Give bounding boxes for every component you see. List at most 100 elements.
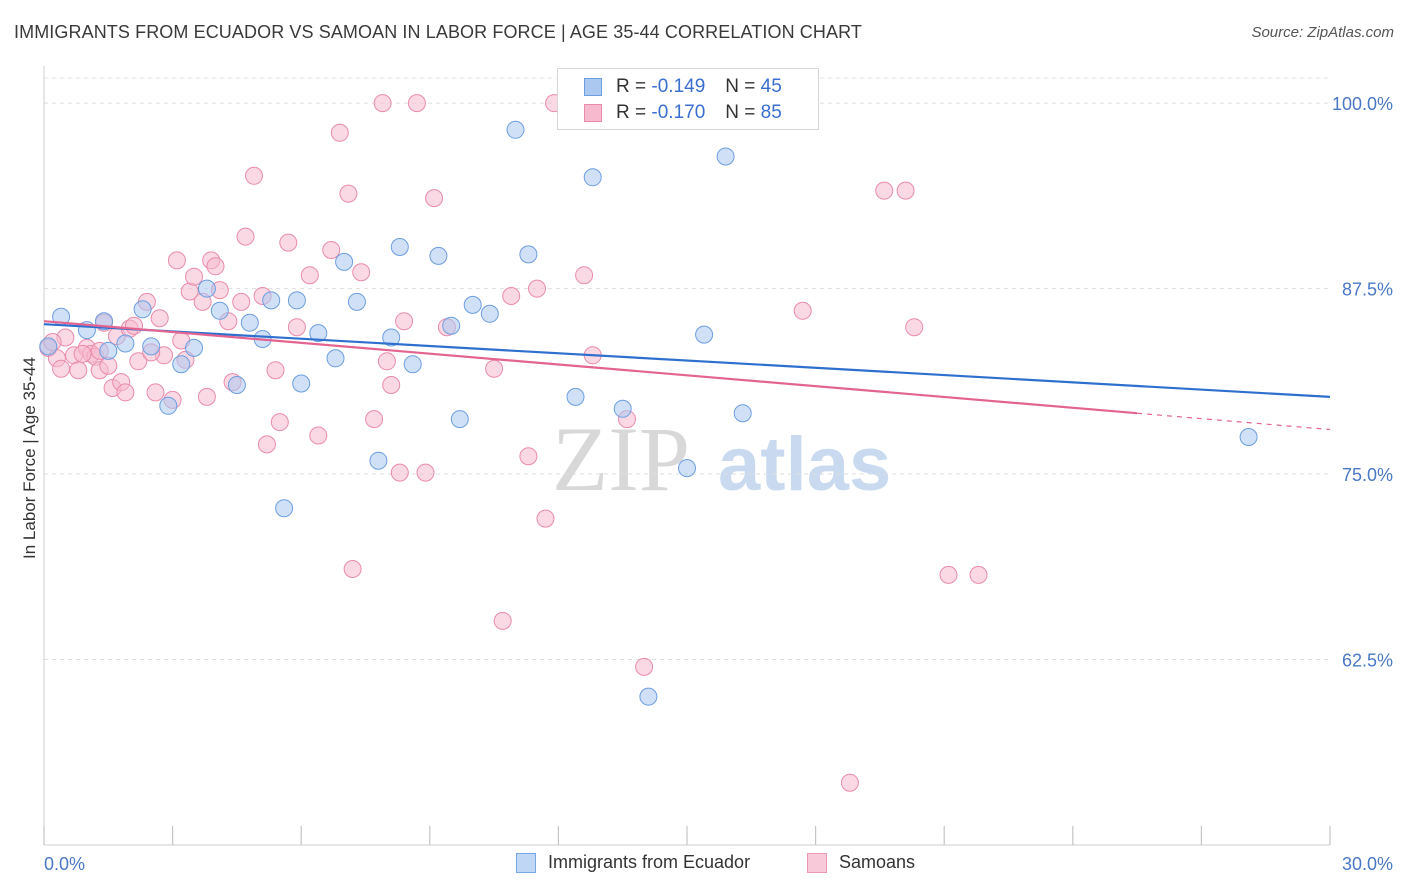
samoans-point — [502, 287, 521, 305]
samoans-point — [840, 773, 859, 792]
ecuador-point — [210, 301, 229, 320]
ecuador-point — [287, 291, 306, 310]
ecuador-point — [347, 292, 366, 311]
series-legend: Immigrants from Ecuador Samoans — [0, 852, 1406, 878]
legend-n-key: N = — [725, 102, 756, 123]
legend-n-key: N = — [725, 76, 756, 97]
legend-row-ecuador: R = -0.149 N = 45 — [558, 74, 782, 100]
ecuador-point — [326, 349, 345, 368]
ecuador-point — [429, 246, 448, 265]
axes — [43, 66, 1331, 846]
legend-r-value: -0.149 — [651, 76, 706, 97]
series-label-samoans: Samoans — [839, 852, 916, 872]
samoans-point — [536, 509, 555, 528]
samoans-point — [939, 565, 958, 584]
samoans-point — [407, 94, 426, 113]
ecuador-point — [733, 404, 752, 423]
ecuador-point — [240, 313, 259, 332]
samoans-point — [125, 316, 143, 335]
ecuador-point — [197, 279, 216, 298]
samoans-point — [167, 251, 186, 270]
samoans-point — [528, 279, 546, 298]
samoans-point — [150, 309, 169, 328]
legend-n-value: 45 — [760, 76, 782, 97]
samoans-point — [270, 413, 289, 432]
series-label-ecuador: Immigrants from Ecuador — [548, 852, 751, 872]
samoans-point — [390, 463, 409, 482]
samoans-point — [236, 227, 255, 246]
legend-r-key: R = — [616, 102, 647, 123]
samoans-point — [146, 383, 165, 402]
ecuador-point — [442, 316, 461, 335]
ecuador-point — [403, 355, 422, 374]
series-legend-samoans[interactable]: Samoans — [807, 852, 915, 873]
samoans-point — [73, 344, 92, 363]
legend-swatch-samoans — [584, 104, 602, 122]
series-swatch-samoans — [807, 852, 827, 873]
samoans-point — [185, 267, 203, 286]
ecuador-point — [583, 168, 602, 187]
legend-r-key: R = — [616, 76, 647, 97]
ecuador-points — [39, 82, 1258, 706]
chart-title: IMMIGRANTS FROM ECUADOR VS SAMOAN IN LAB… — [14, 22, 862, 42]
ecuador-trend-line — [43, 323, 1331, 398]
legend-n-value: 85 — [760, 102, 782, 123]
ecuador-point — [382, 328, 401, 347]
y-tick-label: 62.5% — [1342, 651, 1393, 671]
ecuador-point — [185, 338, 203, 357]
samoans-point — [875, 181, 894, 200]
samoans-trend-line — [43, 320, 1138, 415]
ecuador-point — [159, 396, 178, 415]
samoans-point — [287, 318, 306, 337]
samoans-point — [129, 352, 148, 371]
series-legend-ecuador[interactable]: Immigrants from Ecuador — [516, 852, 750, 873]
ecuador-point — [390, 238, 409, 256]
samoans-point — [69, 361, 88, 380]
samoans-point — [266, 361, 285, 380]
ecuador-point — [480, 304, 499, 323]
trend-lines — [43, 320, 1331, 431]
ecuador-point — [172, 355, 191, 374]
samoans-point — [425, 189, 444, 208]
ecuador-point — [39, 337, 58, 356]
samoans-points — [39, 94, 988, 792]
samoans-point — [793, 301, 812, 320]
samoans-point — [382, 376, 401, 394]
ecuador-point — [566, 387, 585, 406]
samoans-point — [352, 263, 371, 282]
samoans-point — [395, 312, 414, 331]
samoans-point — [330, 123, 349, 142]
samoans-point — [232, 292, 251, 311]
source-label: Source: ZipAtlas.com — [1251, 24, 1394, 41]
ecuador-point — [275, 499, 294, 518]
ecuador-point — [369, 451, 388, 470]
ecuador-point — [335, 252, 354, 271]
samoans-point — [635, 657, 654, 676]
x-tick-label: 30.0% — [1342, 854, 1393, 874]
samoans-point — [575, 266, 594, 285]
samoans-point — [116, 383, 135, 402]
ecuador-point — [309, 324, 328, 343]
ecuador-point — [463, 295, 482, 314]
samoans-point — [245, 166, 263, 185]
ecuador-point — [519, 245, 538, 264]
tick-labels: 62.5% 75.0% 87.5% 100.0% 0.0% 30.0% — [44, 94, 1393, 874]
watermark-atlas: atlas — [718, 422, 891, 507]
samoans-point — [365, 410, 384, 429]
samoans-point — [343, 560, 362, 578]
y-tick-label: 87.5% — [1342, 280, 1393, 300]
ecuador-point — [613, 399, 632, 418]
watermark: ZIP atlas — [552, 408, 891, 510]
x-tick-label: 0.0% — [44, 854, 85, 874]
ecuador-point — [695, 325, 714, 344]
samoans-point — [309, 426, 328, 445]
ecuador-point — [142, 337, 161, 356]
ecuador-point — [506, 120, 525, 139]
series-swatch-ecuador — [516, 852, 536, 873]
samoans-point — [339, 184, 358, 203]
samoans-point — [373, 94, 392, 113]
samoans-point — [416, 463, 435, 482]
samoans-point — [896, 181, 915, 200]
ecuador-point — [639, 687, 658, 706]
